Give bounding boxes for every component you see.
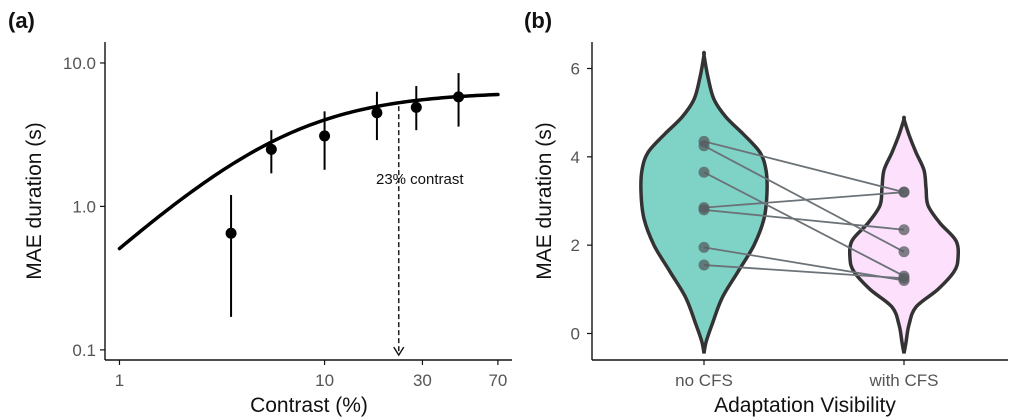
panel-a-point — [453, 91, 465, 103]
panel-a-error-bars — [230, 73, 460, 317]
panel-b-point-with-cfs — [898, 224, 910, 236]
panel-b-y-ticks: 0 2 4 6 — [571, 60, 592, 344]
panel-a-data-points — [225, 91, 465, 239]
panel-b-x-axis-title: Adaptation Visibility — [714, 394, 896, 417]
panel-b-pair-line — [703, 264, 905, 280]
panel-a-annotation-arrowhead — [393, 346, 405, 357]
panel-a-x-tick-label: 70 — [488, 371, 507, 390]
panel-a-x-tick-label: 1 — [115, 371, 124, 390]
panel-a-x-ticks: 1 10 30 70 — [115, 360, 507, 390]
panel-b-paired-points — [698, 135, 910, 286]
panel-a-y-tick-label: 0.1 — [72, 341, 96, 360]
panel-a-y-axis-title: MAE duration (s) — [23, 122, 46, 280]
panel-b-x-ticks: no CFS with CFS — [675, 360, 938, 390]
violin-with-cfs — [847, 115, 961, 354]
panel-b-pair-line — [703, 246, 905, 282]
panel-a-y-tick-label: 10.0 — [63, 54, 96, 73]
panel-a-x-axis-title: Contrast (%) — [250, 394, 368, 417]
panel-a-point — [265, 143, 277, 155]
panel-b-x-tick-label: with CFS — [869, 371, 939, 390]
panel-b-y-tick-label: 6 — [571, 60, 580, 79]
panel-b-point-no-cfs — [698, 204, 710, 216]
panel-a-y-tick-label: 1.0 — [72, 197, 96, 216]
panel-a-fit-curve — [117, 92, 500, 251]
panel-b-y-tick-label: 2 — [571, 236, 580, 255]
panel-a-y-ticks: 0.1 1.0 10.0 — [63, 54, 105, 360]
panel-b-point-with-cfs — [898, 246, 910, 258]
panel-b-point-no-cfs — [698, 140, 710, 152]
panel-a-x-tick-label: 30 — [413, 371, 432, 390]
panel-b-point-no-cfs — [698, 241, 710, 253]
panel-b-pair-line — [703, 171, 905, 277]
panel-a-point — [371, 107, 383, 119]
panel-b: (b) 0 2 4 6 no CFS with CFS Adaptation Visib… — [524, 8, 1008, 417]
panel-b-point-with-cfs — [898, 272, 910, 284]
panel-b-pair-line — [703, 140, 905, 194]
panel-b-y-tick-label: 0 — [571, 325, 580, 344]
panel-b-point-no-cfs — [698, 166, 710, 178]
panel-b-x-tick-label: no CFS — [675, 371, 733, 390]
panel-b-point-no-cfs — [698, 259, 710, 271]
panel-a-point — [410, 101, 422, 113]
panel-b-paired-lines — [703, 140, 905, 282]
panel-b-pair-line — [703, 191, 905, 209]
panel-a-tag: (a) — [8, 8, 35, 33]
panel-b-y-axis-title: MAE duration (s) — [533, 122, 556, 280]
panel-b-tag: (b) — [524, 8, 552, 33]
panel-b-pair-line — [703, 144, 905, 253]
panel-a-annotation-label: 23% contrast — [376, 171, 464, 188]
panel-b-point-with-cfs — [898, 186, 910, 198]
panel-a-point — [225, 227, 237, 239]
panel-b-pair-line — [703, 208, 905, 231]
panel-a-x-tick-label: 10 — [315, 371, 334, 390]
panel-b-y-tick-label: 4 — [571, 148, 580, 167]
panel-a: (a) 0.1 1.0 10.0 1 10 30 70 Contrast (%) MAE … — [8, 8, 512, 417]
panel-a-point — [319, 130, 331, 142]
